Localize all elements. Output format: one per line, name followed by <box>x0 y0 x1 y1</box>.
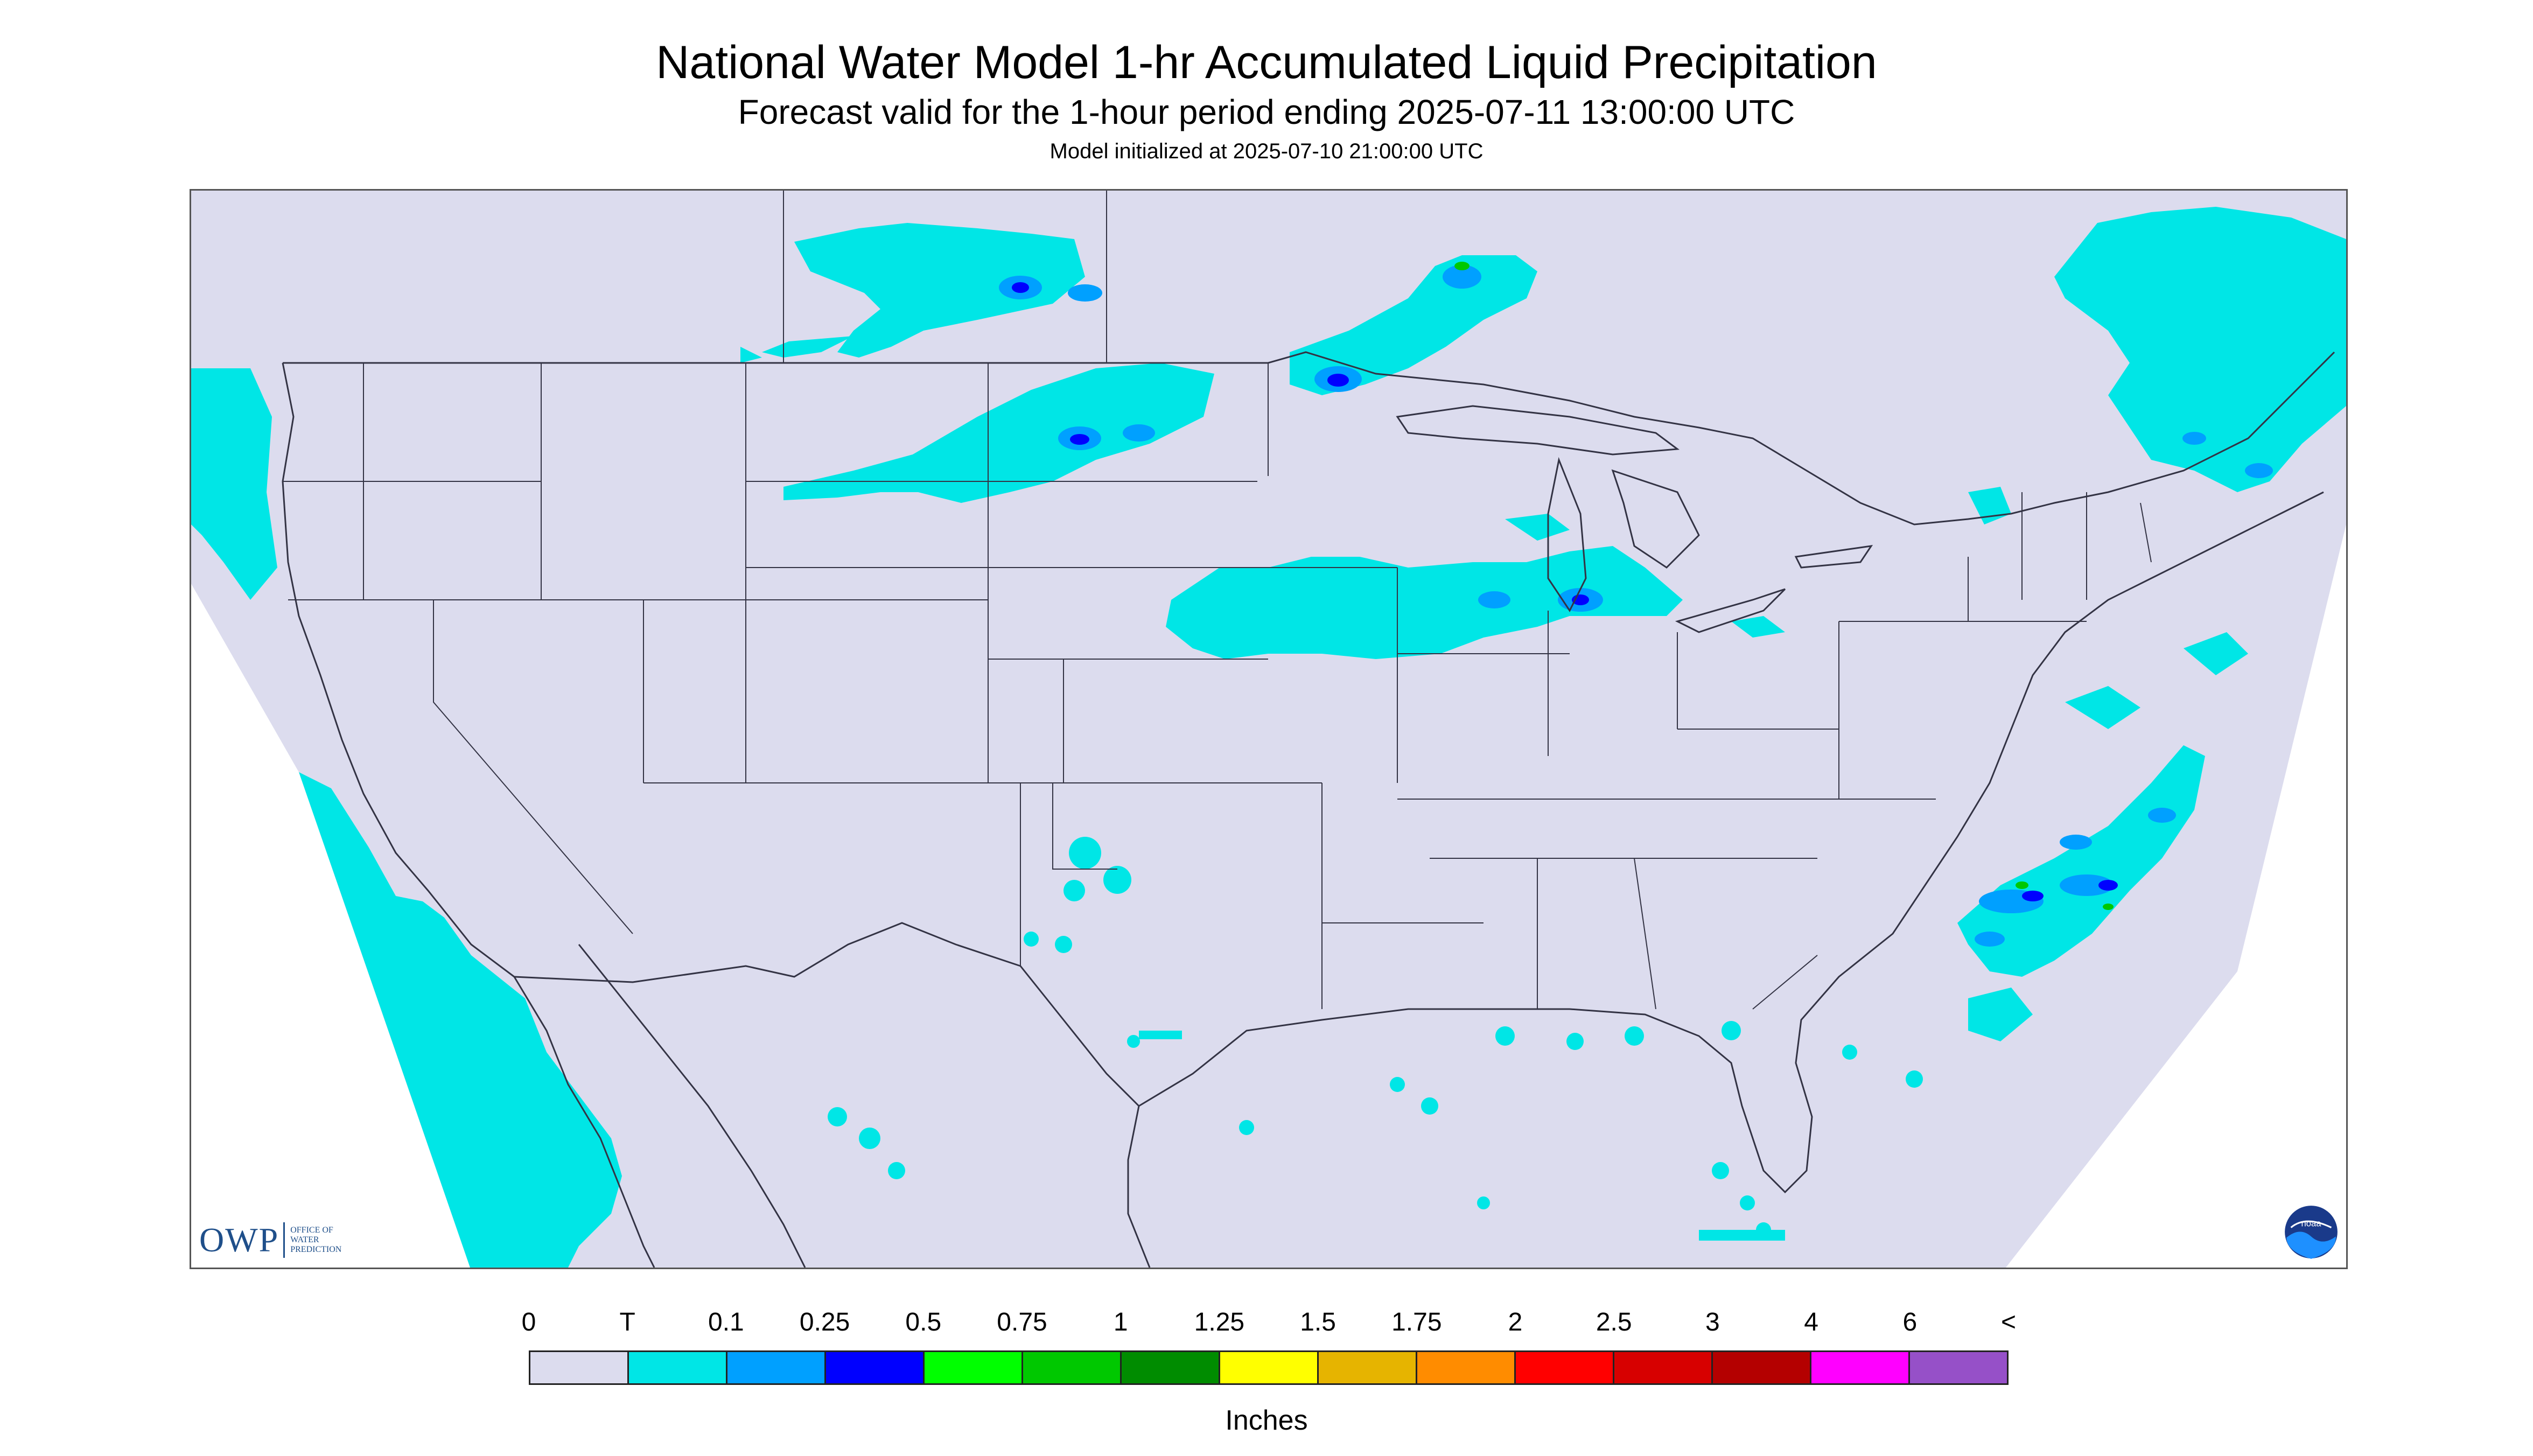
legend-swatch <box>1516 1352 1614 1383</box>
legend-swatch <box>1713 1352 1811 1383</box>
legend-label: 0.75 <box>997 1308 1047 1336</box>
mexico-gulf-coast <box>1127 1105 1151 1268</box>
owp-logo-text: OFFICE OF WATER PREDICTION <box>290 1226 341 1255</box>
legend-label: 3 <box>1705 1308 1720 1336</box>
us-mexico-border <box>514 922 1140 1107</box>
legend-label: 4 <box>1804 1308 1818 1336</box>
us-canada-border <box>283 351 2335 526</box>
west-coast <box>282 362 515 978</box>
outside-domain-left <box>191 584 470 1268</box>
legend-label: 1 <box>1113 1308 1128 1336</box>
legend-label: 1.75 <box>1391 1308 1442 1336</box>
state-borders <box>283 191 2152 1010</box>
legend-swatch <box>1023 1352 1122 1383</box>
legend-label: 0 <box>521 1308 536 1336</box>
lake-ontario <box>1794 545 1873 569</box>
baja-california <box>513 976 655 1268</box>
legend-swatch <box>1220 1352 1319 1383</box>
precip-very-heavy <box>1454 262 2114 910</box>
precip-trace-dakotas <box>783 363 1214 503</box>
lake-michigan <box>1547 457 1587 612</box>
precip-trace-great-lakes <box>1166 514 1785 659</box>
precip-trace-northeast <box>1968 207 2346 524</box>
owp-logo-letters: OWP <box>199 1221 279 1259</box>
owp-logo-line2: WATER <box>290 1235 319 1244</box>
legend-label: T <box>619 1308 635 1336</box>
legend-swatch <box>530 1352 629 1383</box>
legend-swatch <box>629 1352 727 1383</box>
owp-logo-divider <box>283 1222 285 1258</box>
map-boundaries <box>282 351 2335 1268</box>
precip-trace-northern-plains <box>740 223 1085 363</box>
owp-logo: OWP OFFICE OF WATER PREDICTION <box>199 1221 341 1259</box>
legend-label: 0.5 <box>905 1308 942 1336</box>
legend-label: 1.25 <box>1194 1308 1245 1336</box>
gulf-coast <box>1138 491 2324 1194</box>
mexico-mainland-coast <box>578 944 806 1268</box>
color-legend: 0 T 0.1 0.25 0.5 0.75 1 1.25 1.5 1.75 2 2.5 3 4 6 < <box>522 1306 2016 1392</box>
legend-swatch <box>826 1352 925 1383</box>
legend-label: < <box>2000 1308 2017 1336</box>
lake-superior <box>1396 405 1680 456</box>
legend-label: 6 <box>1902 1308 1918 1336</box>
legend-color-bar <box>529 1350 2009 1385</box>
legend-swatch <box>1910 1352 2007 1383</box>
legend-swatch <box>1417 1352 1516 1383</box>
precipitation-map <box>190 189 2348 1269</box>
map-canvas <box>191 191 2346 1268</box>
legend-units: Inches <box>1225 1405 1308 1436</box>
precip-trace-scattered <box>828 837 1923 1241</box>
legend-label: 0.25 <box>799 1308 850 1336</box>
legend-label: 2.5 <box>1596 1308 1632 1336</box>
legend-swatch <box>1319 1352 1417 1383</box>
precip-trace-upper-midwest <box>1290 255 1537 395</box>
noaa-logo: noaa <box>2284 1205 2339 1259</box>
legend-swatch <box>925 1352 1023 1383</box>
legend-label: 1.5 <box>1300 1308 1336 1336</box>
owp-logo-line3: PREDICTION <box>290 1245 342 1254</box>
lake-huron <box>1611 469 1700 569</box>
precip-trace-atlantic <box>1957 632 2248 1041</box>
legend-swatch <box>1811 1352 1910 1383</box>
lake-erie <box>1675 588 1786 633</box>
model-initialized-text: Model initialized at 2025-07-10 21:00:00… <box>1049 139 1484 163</box>
legend-label: 2 <box>1508 1308 1523 1336</box>
legend-swatch <box>1122 1352 1220 1383</box>
owp-logo-line1: OFFICE OF <box>290 1226 333 1235</box>
outside-domain-right <box>2006 524 2346 1268</box>
legend-labels: 0 T 0.1 0.25 0.5 0.75 1 1.25 1.5 1.75 2 2.5 3 4 6 < <box>522 1306 2016 1339</box>
map-subtitle: Forecast valid for the 1-hour period end… <box>738 93 1795 131</box>
svg-text:noaa: noaa <box>2301 1219 2322 1229</box>
precip-trace-pacific <box>191 368 622 1268</box>
map-title: National Water Model 1-hr Accumulated Li… <box>656 37 1877 88</box>
precip-heavy <box>1012 282 2118 901</box>
legend-swatch <box>1614 1352 1713 1383</box>
legend-label: 0.1 <box>708 1308 744 1336</box>
legend-swatch <box>727 1352 826 1383</box>
